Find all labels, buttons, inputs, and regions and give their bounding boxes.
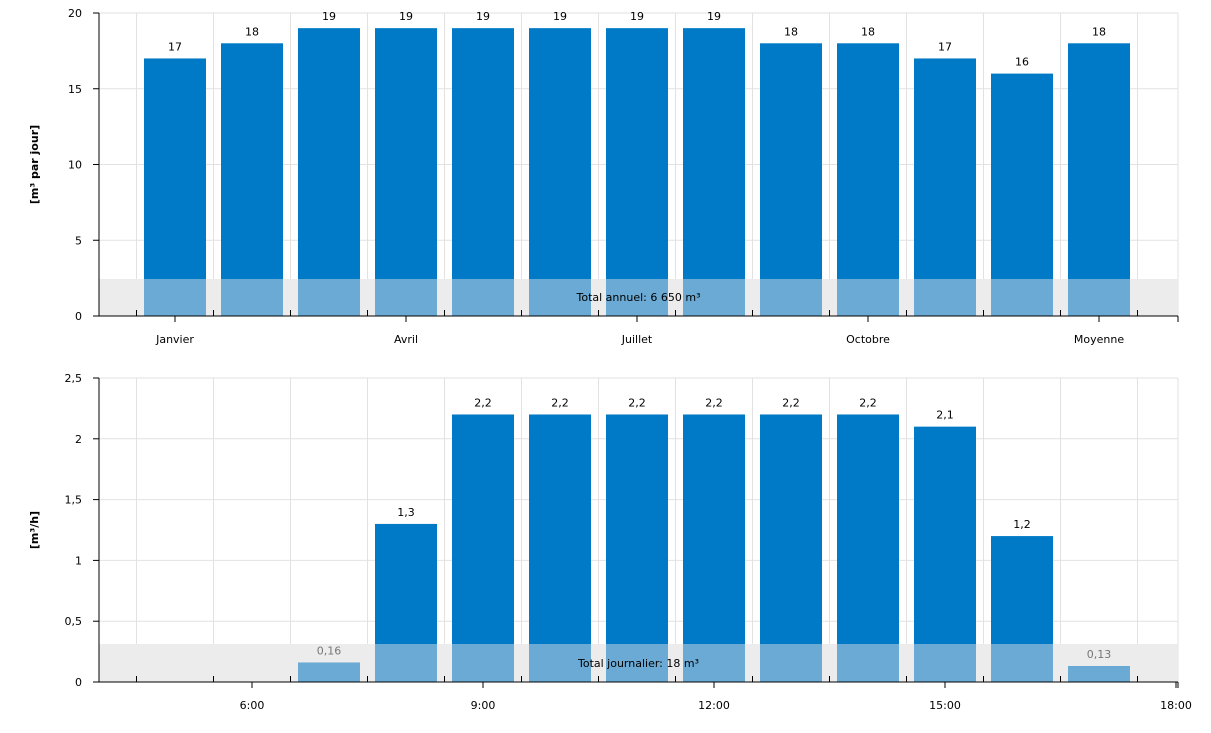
bar-Septembre — [760, 43, 822, 317]
bar-overlay — [837, 279, 899, 316]
data-label: 2,2 — [474, 396, 492, 409]
x-tick-label: Moyenne — [1074, 333, 1124, 346]
data-label: 18 — [1092, 25, 1106, 38]
y-tick-label: 0 — [75, 676, 82, 689]
data-label: 2,2 — [782, 396, 800, 409]
data-label: 0,13 — [1087, 648, 1112, 661]
data-label: 19 — [322, 10, 336, 23]
data-label: 2,2 — [551, 396, 569, 409]
x-tick-label: 15:00 — [929, 699, 961, 712]
bar-overlay — [452, 279, 514, 316]
x-tick-label: Janvier — [155, 333, 194, 346]
data-label: 2,2 — [705, 396, 723, 409]
data-label: 19 — [476, 10, 490, 23]
data-label: 17 — [938, 40, 952, 53]
data-label: 18 — [245, 25, 259, 38]
x-tick-label: 18:00 — [1160, 699, 1192, 712]
bar-14:00 — [837, 414, 899, 682]
y-tick-label: 1 — [75, 554, 82, 567]
y-tick-label: 0,5 — [65, 615, 83, 628]
bar-overlay — [760, 279, 822, 316]
bar-overlay — [144, 279, 206, 316]
bar-9:00 — [452, 414, 514, 682]
bar-overlay — [991, 644, 1053, 682]
data-label: 2,2 — [859, 396, 877, 409]
bar-10:00 — [529, 414, 591, 682]
chart-2: 0 0,5 1 1,5 2 2,5 0,16 1,3 2,2 2,2 2,2 2,2 2,2 2,2 2,1… — [28, 372, 1192, 712]
bar-Juillet — [606, 28, 668, 317]
y-axis-label: [m³ par jour] — [28, 125, 41, 204]
bar-overlay — [683, 279, 745, 316]
bar-13:00 — [760, 414, 822, 682]
y-tick-label: 20 — [68, 7, 82, 20]
bar-overlay — [991, 279, 1053, 316]
bar-Février — [221, 43, 283, 317]
data-label: 17 — [168, 40, 182, 53]
x-tick-label: 6:00 — [240, 699, 265, 712]
bar-overlay — [683, 644, 745, 682]
x-tick-label: Juillet — [621, 333, 653, 346]
bar-15:00 — [914, 426, 976, 682]
data-label: 19 — [399, 10, 413, 23]
y-axis-label: [m³/h] — [28, 511, 41, 549]
bar-12:00 — [683, 414, 745, 682]
bar-Novembre — [914, 58, 976, 316]
bar-overlay — [452, 644, 514, 682]
y-tick-label: 2 — [75, 433, 82, 446]
data-label: 2,1 — [936, 409, 954, 422]
bar-overlay — [1068, 279, 1130, 316]
bar-overlay — [914, 644, 976, 682]
bar-overlay — [606, 644, 668, 682]
bar-overlay — [529, 279, 591, 316]
data-label: 1,2 — [1013, 518, 1031, 531]
bar-overlay — [1068, 666, 1130, 682]
bar-overlay — [375, 644, 437, 682]
data-label: 18 — [784, 25, 798, 38]
data-label: 16 — [1015, 56, 1029, 69]
bar-Avril — [375, 28, 437, 317]
y-tick-label: 2,5 — [65, 372, 83, 385]
data-label: 19 — [553, 10, 567, 23]
x-tick-label: 9:00 — [471, 699, 496, 712]
bar-overlay — [914, 279, 976, 316]
bar-overlay — [375, 279, 437, 316]
total-label: Total journalier: 18 m³ — [577, 657, 699, 670]
bar-overlay — [298, 279, 360, 316]
bar-Janvier — [144, 58, 206, 316]
data-label: 0,16 — [317, 645, 342, 658]
y-tick-label: 0 — [75, 310, 82, 323]
bar-Juin — [529, 28, 591, 317]
data-label: 19 — [707, 10, 721, 23]
bar-overlay — [298, 662, 360, 682]
data-label: 2,2 — [628, 396, 646, 409]
bar-overlay — [221, 279, 283, 316]
data-label: 19 — [630, 10, 644, 23]
bar-Août — [683, 28, 745, 317]
bar-overlay — [529, 644, 591, 682]
x-tick-label: Avril — [394, 333, 418, 346]
y-tick-label: 1,5 — [65, 494, 83, 507]
x-tick-label: 12:00 — [698, 699, 730, 712]
bar-Moyenne — [1068, 43, 1130, 317]
bar-overlay — [760, 644, 822, 682]
total-label: Total annuel: 6 650 m³ — [576, 291, 701, 304]
bar-Mai — [452, 28, 514, 317]
y-tick-label: 5 — [75, 234, 82, 247]
data-label: 18 — [861, 25, 875, 38]
chart-1: 0 5 10 15 20 17 18 19 19 19 19 19 19 18 18 17 16 18 Janvie… — [28, 7, 1179, 346]
bar-Octobre — [837, 43, 899, 317]
bar-11:00 — [606, 414, 668, 682]
y-tick-label: 15 — [68, 83, 82, 96]
bar-overlay — [606, 279, 668, 316]
x-tick-label: Octobre — [846, 333, 890, 346]
data-label: 1,3 — [397, 506, 415, 519]
bar-Mars — [298, 28, 360, 317]
bar-overlay — [837, 644, 899, 682]
bar-Décembre — [991, 73, 1053, 316]
y-tick-label: 10 — [68, 159, 82, 172]
